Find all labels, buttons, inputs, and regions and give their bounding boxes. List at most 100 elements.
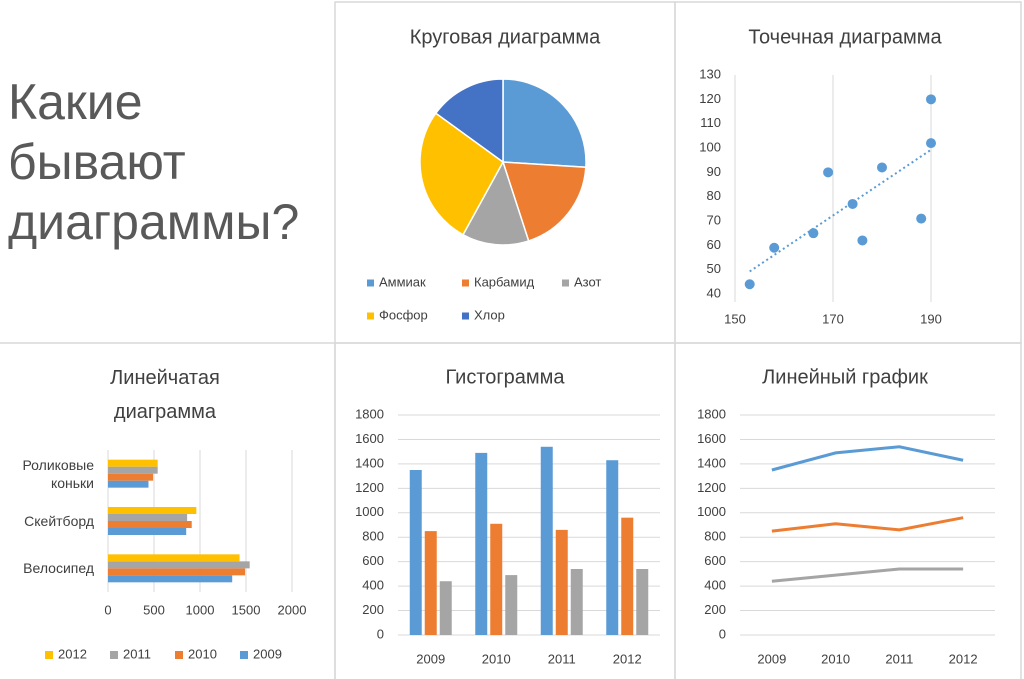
bar: [409, 470, 422, 635]
bar: [490, 523, 503, 635]
bar: [108, 480, 149, 488]
legend-label: Азот: [574, 274, 601, 289]
x-tick-label: 2009: [416, 651, 445, 666]
y-tick-label: 600: [704, 553, 726, 568]
pie-slice: [434, 78, 504, 164]
scatter-point: [847, 198, 858, 209]
y-tick-label: 1800: [697, 406, 726, 421]
pie-slice: [419, 112, 504, 236]
scatter-point: [744, 279, 755, 290]
x-tick-label: 170: [822, 311, 844, 326]
legend-swatch: [175, 651, 183, 659]
legend-label: Фосфор: [379, 307, 428, 322]
legend-swatch: [110, 651, 118, 659]
bar: [475, 452, 488, 635]
panel-frame: [674, 1, 1022, 344]
legend-swatch: [45, 651, 53, 659]
y-tick-label: 0: [719, 626, 726, 641]
bar: [570, 569, 583, 635]
y-tick-label: 400: [704, 578, 726, 593]
chart-title: Круговая диаграмма: [410, 26, 601, 48]
y-tick-label: 0: [377, 626, 384, 641]
y-tick-label: 1800: [355, 406, 384, 421]
bar: [621, 517, 634, 635]
x-tick-label: 500: [143, 602, 165, 617]
x-tick-label: 2010: [482, 651, 511, 666]
chart-title: Гистограмма: [445, 366, 565, 388]
y-tick-label: 1400: [697, 455, 726, 470]
bar: [108, 561, 250, 569]
line-series: [771, 445, 964, 472]
y-tick-label: 70: [707, 212, 721, 227]
y-tick-label: 50: [707, 261, 721, 276]
x-tick-label: 2011: [885, 651, 913, 666]
y-tick-label: 1400: [355, 455, 384, 470]
bar: [439, 581, 452, 635]
x-tick-label: 2012: [949, 651, 978, 666]
scatter-point: [823, 167, 834, 178]
legend-label: Карбамид: [474, 274, 535, 289]
legend-swatch: [562, 279, 569, 287]
x-tick-label: 2009: [757, 651, 786, 666]
pie-slice: [502, 78, 587, 169]
bar: [636, 569, 649, 635]
y-tick-label: 1000: [355, 504, 384, 519]
legend-swatch: [367, 279, 374, 287]
line-series: [771, 516, 964, 533]
line-series: [771, 567, 964, 583]
y-tick-label: 1000: [697, 504, 726, 519]
legend-label: 2009: [253, 646, 282, 661]
bar: [108, 459, 158, 467]
y-tick-label: 100: [699, 139, 721, 154]
y-tick-label: Скейтборд: [24, 513, 94, 529]
scatter-point: [877, 162, 887, 173]
x-tick-label: 2000: [278, 602, 307, 617]
bar: [540, 446, 553, 635]
legend-label: 2012: [58, 646, 87, 661]
bar: [108, 521, 192, 528]
x-tick-label: 0: [104, 602, 111, 617]
y-tick-label: 800: [362, 529, 384, 544]
y-tick-label: Роликовые коньки: [22, 456, 94, 491]
bar: [108, 554, 240, 562]
y-tick-label: 120: [699, 91, 721, 106]
panel-frame: [674, 342, 1022, 679]
x-tick-label: 2012: [613, 651, 642, 666]
bar: [606, 460, 619, 635]
y-tick-label: 90: [707, 164, 721, 179]
pie-slice: [501, 161, 587, 242]
scatter-point: [926, 94, 936, 105]
scatter-point: [769, 242, 780, 253]
y-tick-label: 110: [700, 115, 721, 130]
bar: [108, 575, 233, 583]
pie-slice: [461, 160, 530, 246]
y-tick-label: 130: [699, 66, 721, 81]
y-tick-label: 1200: [697, 480, 726, 495]
x-tick-label: 2010: [821, 651, 850, 666]
legend-swatch: [240, 651, 248, 659]
y-tick-label: 80: [707, 188, 721, 203]
scatter-point: [916, 213, 927, 224]
trendline: [749, 148, 932, 273]
y-tick-label: 200: [704, 602, 726, 617]
x-tick-label: 150: [724, 311, 746, 326]
y-tick-label: 600: [362, 553, 384, 568]
bar: [108, 507, 197, 514]
bar: [108, 514, 188, 521]
bar: [108, 528, 187, 535]
bar: [505, 575, 518, 635]
bar: [108, 568, 246, 576]
chart-title: Линейчатая диаграмма: [110, 367, 220, 423]
legend-label: 2010: [188, 646, 217, 661]
bar: [108, 473, 154, 481]
legend-swatch: [462, 279, 469, 287]
x-tick-label: 1500: [232, 602, 261, 617]
y-tick-label: 400: [362, 578, 384, 593]
scatter-point: [808, 228, 819, 239]
x-tick-label: 1000: [186, 602, 215, 617]
legend-swatch: [367, 312, 374, 320]
legend-label: Хлор: [474, 307, 505, 322]
chart-title: Точечная диаграмма: [748, 26, 942, 48]
